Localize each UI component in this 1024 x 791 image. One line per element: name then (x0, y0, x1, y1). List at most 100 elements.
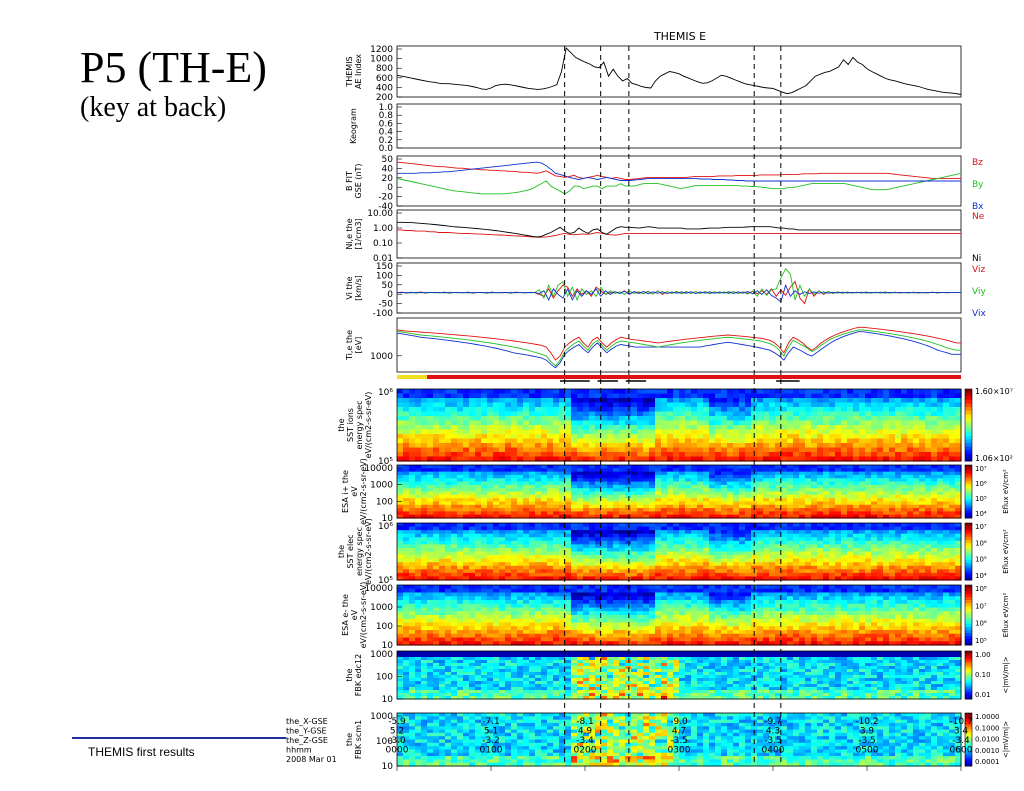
heatmap-cell (427, 420, 434, 426)
heatmap-cell (589, 429, 596, 435)
heatmap-cell (595, 425, 602, 431)
heatmap-cell (649, 501, 656, 506)
heatmap-cell (691, 438, 698, 444)
heatmap-cell (889, 471, 896, 476)
heatmap-cell (529, 498, 536, 503)
heatmap-cell (793, 407, 800, 413)
heatmap-cell (703, 511, 710, 516)
heatmap-cell (943, 523, 950, 528)
heatmap-cell (841, 488, 848, 493)
heatmap-cell (475, 526, 482, 531)
heatmap-cell (727, 504, 734, 509)
heatmap-cell (421, 498, 428, 503)
heatmap-cell (493, 544, 500, 549)
heatmap-cell (457, 416, 464, 422)
heatmap-cell (847, 511, 854, 516)
heatmap-cell (427, 537, 434, 542)
heatmap-cell (619, 504, 626, 509)
heatmap-cell (427, 478, 434, 483)
heatmap-cell (817, 533, 824, 538)
heatmap-cell (901, 438, 908, 444)
heatmap-cell (943, 447, 950, 453)
heatmap-cell (955, 562, 962, 567)
heatmap-cell (631, 484, 638, 489)
heatmap-cell (541, 514, 548, 519)
heatmap-cell (571, 465, 578, 469)
heatmap-cell (541, 393, 548, 399)
heatmap-cell (451, 562, 458, 567)
heatmap-cell (865, 498, 872, 503)
heatmap-cell (937, 389, 944, 395)
heatmap-cell (487, 407, 494, 413)
heatmap-cell (835, 398, 842, 404)
heatmap-cell (949, 530, 956, 535)
heatmap-cell (511, 416, 518, 422)
heatmap-cell (433, 630, 440, 635)
heatmap-cell (487, 501, 494, 506)
heatmap-cell (901, 481, 908, 486)
heatmap-cell (607, 411, 614, 417)
heatmap-cell (823, 491, 830, 496)
heatmap-cell (481, 630, 488, 635)
heatmap-cell (493, 420, 500, 426)
colorbar-step (965, 407, 972, 412)
heatmap-cell (667, 465, 674, 469)
heatmap-cell (733, 407, 740, 413)
heatmap-cell (757, 501, 764, 506)
heatmap-cell (949, 481, 956, 486)
heatmap-cell (925, 491, 932, 496)
heatmap-cell (589, 491, 596, 496)
heatmap-cell (823, 468, 830, 473)
heatmap-cell (739, 501, 746, 506)
heatmap-cell (523, 540, 530, 545)
heatmap-cell (595, 569, 602, 574)
heatmap-cell (409, 523, 416, 528)
heatmap-cell (565, 447, 572, 453)
heatmap-cell (685, 501, 692, 506)
heatmap-cell (673, 533, 680, 538)
heatmap-cell (883, 537, 890, 542)
heatmap-cell (421, 447, 428, 453)
heatmap-cell (439, 537, 446, 542)
heatmap-cell (451, 508, 458, 512)
heatmap-cell (955, 411, 962, 417)
heatmap-cell (457, 465, 464, 469)
heatmap-cell (589, 416, 596, 422)
heatmap-cell (649, 402, 656, 408)
heatmap-cell (481, 393, 488, 399)
colorbar-step (965, 502, 972, 506)
heatmap-cell (541, 407, 548, 413)
heatmap-cell (547, 447, 554, 453)
heatmap-cell (505, 456, 512, 462)
heatmap-cell (829, 443, 836, 449)
heatmap-cell (733, 447, 740, 453)
heatmap-cell (691, 411, 698, 417)
heatmap-cell (949, 402, 956, 408)
heatmap-cell (421, 562, 428, 567)
heatmap-cell (721, 491, 728, 496)
heatmap-cell (469, 530, 476, 535)
heatmap-cell (589, 494, 596, 499)
heatmap-cell (805, 530, 812, 535)
heatmap-cell (859, 456, 866, 462)
heatmap-cell (805, 478, 812, 483)
heatmap-cell (427, 494, 434, 499)
heatmap-cell (619, 416, 626, 422)
heatmap-cell (877, 488, 884, 493)
heatmap-cell (895, 425, 902, 431)
heatmap-cell (919, 389, 926, 395)
heatmap-cell (637, 576, 644, 581)
heatmap-cell (541, 494, 548, 499)
heatmap-cell (511, 443, 518, 449)
heatmap-cell (895, 514, 902, 519)
heatmap-cell (811, 491, 818, 496)
colorbar-step (965, 537, 972, 541)
heatmap-cell (949, 398, 956, 404)
heatmap-cell (589, 565, 596, 570)
heatmap-cell (703, 481, 710, 486)
heatmap-cell (607, 447, 614, 453)
heatmap-cell (757, 471, 764, 476)
heatmap-cell (673, 468, 680, 473)
heatmap-cell (577, 562, 584, 567)
heatmap-cell (919, 407, 926, 413)
